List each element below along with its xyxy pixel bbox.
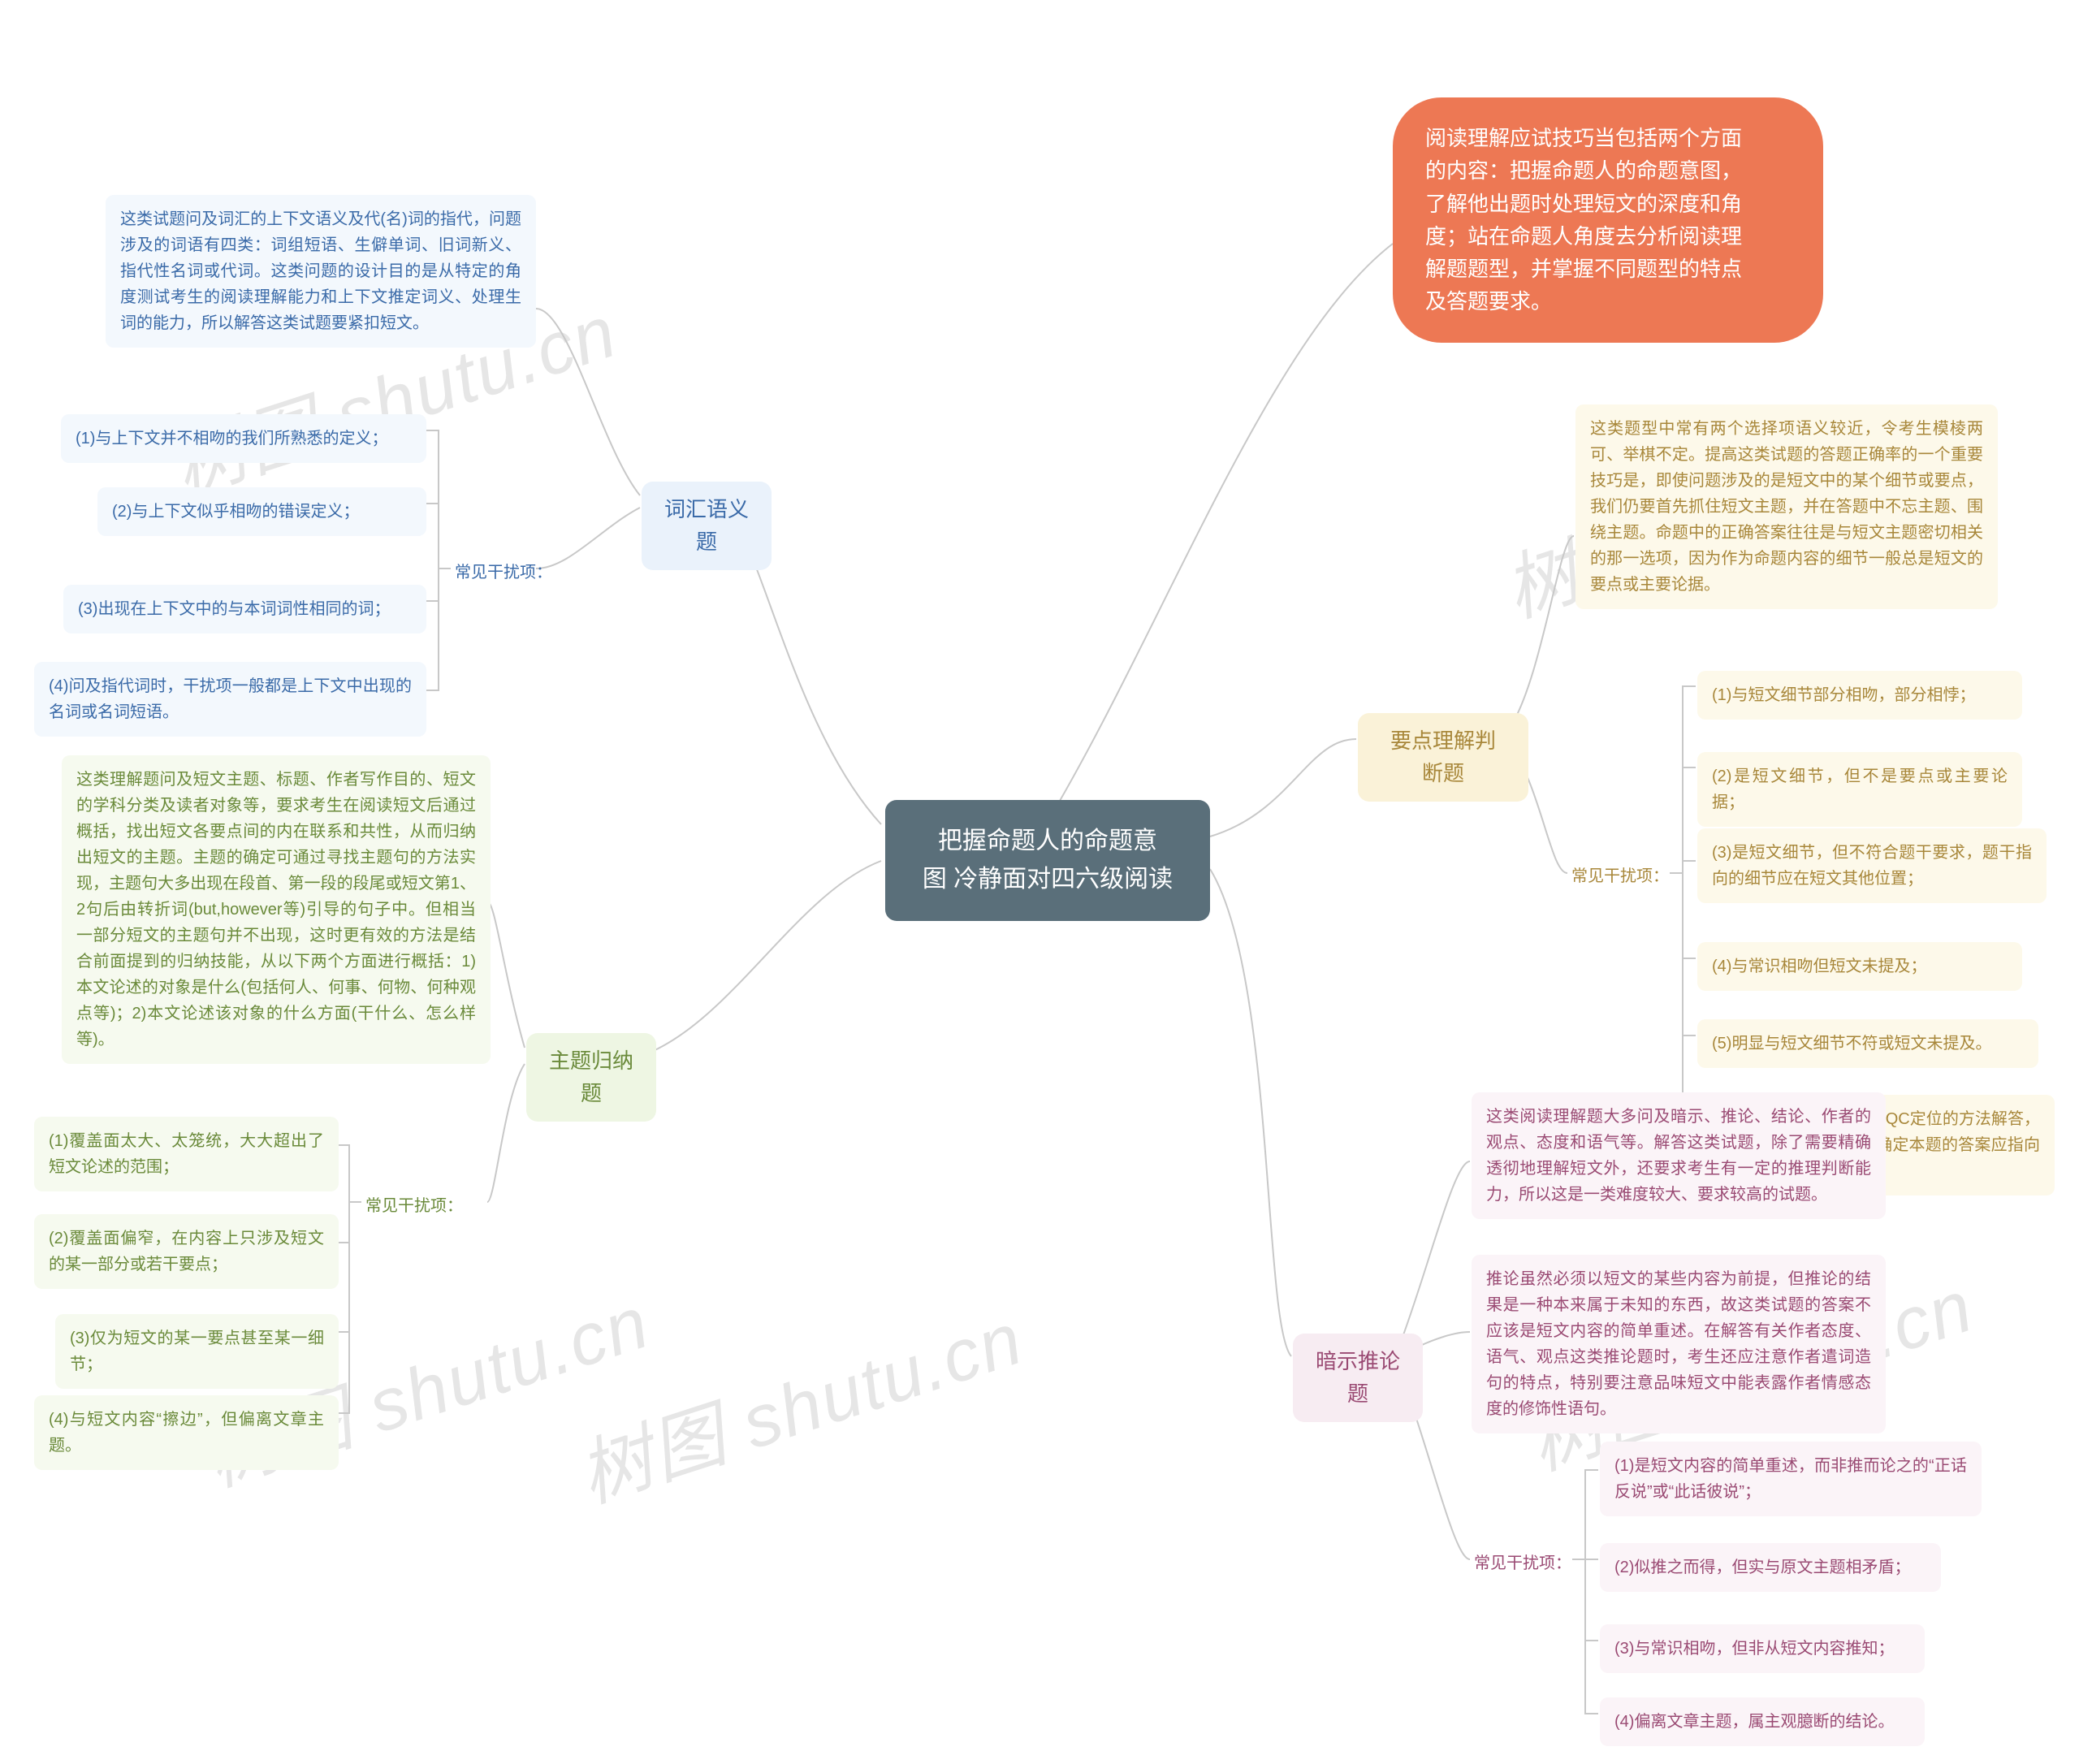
point-distractor-label: 常见干扰项： [1571, 863, 1669, 886]
infer-distractor-label: 常见干扰项： [1474, 1550, 1571, 1573]
theme-distractor-3-text: (3)仅为短文的某一要点甚至某一细节； [70, 1329, 324, 1373]
theme-distractor-2-text: (2)覆盖面偏窄，在内容上只涉及短文的某一部分或若干要点； [49, 1230, 324, 1273]
point-distractor-5-text: (5)明显与短文细节不符或短文未提及。 [1712, 1035, 1991, 1053]
branch-theme-label: 主题归纳题 [549, 1048, 633, 1105]
hero-node[interactable]: 阅读理解应试技巧当包括两个方面的内容：把握命题人的命题意图，了解他出题时处理短文… [1393, 97, 1823, 343]
theme-distractor-3[interactable]: (3)仅为短文的某一要点甚至某一细节； [55, 1314, 339, 1389]
infer-desc2-text: 推论虽然必须以短文的某些内容为前提，但推论的结果是一种本来属于未知的东西，故这类… [1486, 1270, 1871, 1418]
center-text: 把握命题人的命题意图 冷静面对四六级阅读 [923, 828, 1173, 893]
branch-infer[interactable]: 暗示推论题 [1293, 1334, 1423, 1422]
point-distractor-2[interactable]: (2)是短文细节，但不是要点或主要论据； [1697, 752, 2022, 827]
branch-vocab-label: 词汇语义题 [664, 497, 749, 554]
infer-desc2[interactable]: 推论虽然必须以短文的某些内容为前提，但推论的结果是一种本来属于未知的东西，故这类… [1472, 1255, 1886, 1433]
center-node[interactable]: 把握命题人的命题意图 冷静面对四六级阅读 [885, 800, 1210, 921]
point-distractor-3-text: (3)是短文细节，但不符合题干要求，题干指向的细节应在短文其他位置； [1712, 844, 2032, 888]
infer-distractor-1-text: (1)是短文内容的简单重述，而非推而论之的“正话反说”或“此话彼说”； [1614, 1457, 1967, 1501]
infer-distractor-2[interactable]: (2)似推之而得，但实与原文主题相矛盾； [1600, 1543, 1941, 1592]
infer-distractor-1[interactable]: (1)是短文内容的简单重述，而非推而论之的“正话反说”或“此话彼说”； [1600, 1442, 1982, 1516]
point-distractor-1[interactable]: (1)与短文细节部分相吻，部分相悖； [1697, 671, 2022, 720]
point-distractor-2-text: (2)是短文细节，但不是要点或主要论据； [1712, 767, 2008, 811]
point-distractor-3[interactable]: (3)是短文细节，但不符合题干要求，题干指向的细节应在短文其他位置； [1697, 828, 2047, 903]
point-distractor-1-text: (1)与短文细节部分相吻，部分相悖； [1712, 686, 1975, 704]
point-distractor-5[interactable]: (5)明显与短文细节不符或短文未提及。 [1697, 1019, 2038, 1068]
infer-desc1-text: 这类阅读理解题大多问及暗示、推论、结论、作者的观点、态度和语气等。解答这类试题，… [1486, 1108, 1871, 1204]
point-distractor-4-text: (4)与常识相吻但短文未提及； [1712, 958, 1926, 975]
theme-distractor-1-text: (1)覆盖面太大、太笼统，大大超出了短文论述的范围； [49, 1132, 324, 1176]
theme-distractor-2[interactable]: (2)覆盖面偏窄，在内容上只涉及短文的某一部分或若干要点； [34, 1214, 339, 1289]
vocab-desc-text: 这类试题问及词汇的上下文语义及代(名)词的指代，问题涉及的词语有四类：词组短语、… [120, 210, 521, 332]
vocab-distractor-2-text: (2)与上下文似乎相吻的错误定义； [112, 503, 359, 521]
infer-distractor-4-text: (4)偏离文章主题，属主观臆断的结论。 [1614, 1713, 1894, 1731]
theme-desc-text: 这类理解题问及短文主题、标题、作者写作目的、短文的学科分类及读者对象等，要求考生… [76, 771, 476, 1048]
vocab-distractor-2[interactable]: (2)与上下文似乎相吻的错误定义； [97, 487, 426, 536]
vocab-desc[interactable]: 这类试题问及词汇的上下文语义及代(名)词的指代，问题涉及的词语有四类：词组短语、… [106, 195, 536, 348]
branch-point[interactable]: 要点理解判断题 [1358, 713, 1528, 802]
branch-vocab[interactable]: 词汇语义题 [642, 482, 772, 570]
vocab-distractor-4[interactable]: (4)问及指代词时，干扰项一般都是上下文中出现的名词或名词短语。 [34, 662, 426, 737]
infer-distractor-3[interactable]: (3)与常识相吻，但非从短文内容推知； [1600, 1624, 1925, 1673]
infer-distractor-2-text: (2)似推之而得，但实与原文主题相矛盾； [1614, 1559, 1910, 1576]
theme-distractor-label: 常见干扰项： [365, 1192, 463, 1216]
theme-distractor-1[interactable]: (1)覆盖面太大、太笼统，大大超出了短文论述的范围； [34, 1117, 339, 1191]
branch-theme[interactable]: 主题归纳题 [526, 1033, 656, 1122]
hero-text: 阅读理解应试技巧当包括两个方面的内容：把握命题人的命题意图，了解他出题时处理短文… [1425, 126, 1742, 313]
infer-distractor-4[interactable]: (4)偏离文章主题，属主观臆断的结论。 [1600, 1697, 1925, 1746]
theme-distractor-4[interactable]: (4)与短文内容“擦边”，但偏离文章主题。 [34, 1395, 339, 1470]
point-distractor-4[interactable]: (4)与常识相吻但短文未提及； [1697, 942, 2022, 991]
vocab-distractor-label: 常见干扰项： [455, 559, 552, 582]
infer-distractor-3-text: (3)与常识相吻，但非从短文内容推知； [1614, 1640, 1894, 1658]
vocab-distractor-1[interactable]: (1)与上下文并不相吻的我们所熟悉的定义； [61, 414, 426, 463]
infer-desc1[interactable]: 这类阅读理解题大多问及暗示、推论、结论、作者的观点、态度和语气等。解答这类试题，… [1472, 1092, 1886, 1219]
vocab-distractor-4-text: (4)问及指代词时，干扰项一般都是上下文中出现的名词或名词短语。 [49, 677, 412, 721]
branch-infer-label: 暗示推论题 [1316, 1349, 1400, 1406]
vocab-distractor-3[interactable]: (3)出现在上下文中的与本词词性相同的词； [63, 585, 426, 633]
vocab-distractor-3-text: (3)出现在上下文中的与本词词性相同的词； [78, 600, 390, 618]
point-desc[interactable]: 这类题型中常有两个选择项语义较近，令考生模棱两可、举棋不定。提高这类试题的答题正… [1575, 404, 1998, 609]
branch-point-label: 要点理解判断题 [1390, 729, 1496, 785]
point-desc-text: 这类题型中常有两个选择项语义较近，令考生模棱两可、举棋不定。提高这类试题的答题正… [1590, 420, 1983, 594]
theme-desc[interactable]: 这类理解题问及短文主题、标题、作者写作目的、短文的学科分类及读者对象等，要求考生… [62, 755, 491, 1064]
vocab-distractor-1-text: (1)与上下文并不相吻的我们所熟悉的定义； [76, 430, 387, 447]
theme-distractor-4-text: (4)与短文内容“擦边”，但偏离文章主题。 [49, 1411, 324, 1455]
